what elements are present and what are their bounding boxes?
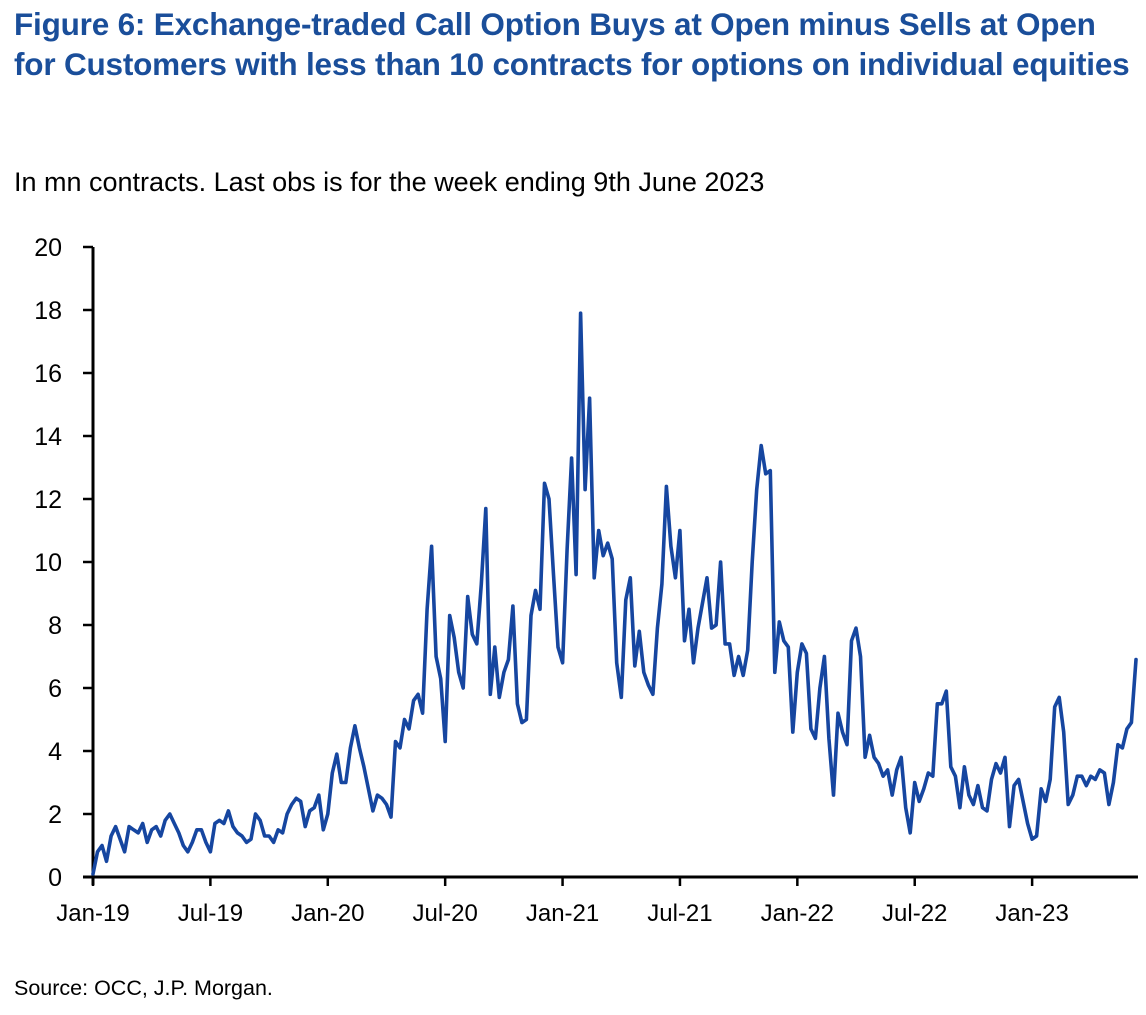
series-layer xyxy=(91,311,1138,876)
y-tick-label: 14 xyxy=(34,423,62,451)
y-tick-label: 6 xyxy=(48,675,62,703)
x-tick-label: Jul-22 xyxy=(882,900,947,927)
x-tick-label: Jul-21 xyxy=(647,900,712,927)
y-tick-label: 2 xyxy=(48,801,62,829)
x-tick-label: Jul-19 xyxy=(178,900,243,927)
y-tick-label: 0 xyxy=(48,864,62,892)
y-tick-label: 8 xyxy=(48,612,62,640)
line-chart: 0 2 4 6 8 10 12 14 16 18 20 Jan-19 Jul-19 Jan-20 Jul-… xyxy=(34,234,1138,927)
source-note: Source: OCC, J.P. Morgan. xyxy=(14,976,273,1000)
chart-title: Figure 6: Exchange-traded Call Option Bu… xyxy=(14,6,1130,82)
x-tick-label: Jul-20 xyxy=(412,900,477,927)
chart-subtitle: In mn contracts. Last obs is for the wee… xyxy=(14,167,765,197)
x-tick-label: Jan-19 xyxy=(56,900,129,927)
y-tick-label: 12 xyxy=(34,486,62,514)
y-axis: 0 2 4 6 8 10 12 14 16 18 20 xyxy=(34,234,95,892)
y-tick-label: 16 xyxy=(34,360,62,388)
x-tick-label: Jan-21 xyxy=(526,900,599,927)
y-tick-label: 10 xyxy=(34,549,62,577)
x-tick-label: Jan-20 xyxy=(291,900,364,927)
x-tick-label: Jan-22 xyxy=(761,900,834,927)
x-tick-label: Jan-23 xyxy=(995,900,1068,927)
x-axis: Jan-19 Jul-19 Jan-20 Jul-20 Jan-21 Jul-21 Jan-… xyxy=(56,875,1138,927)
y-tick-label: 20 xyxy=(34,234,62,262)
y-tick-label: 18 xyxy=(34,297,62,325)
series-line xyxy=(91,311,1138,876)
y-tick-label: 4 xyxy=(48,738,62,766)
